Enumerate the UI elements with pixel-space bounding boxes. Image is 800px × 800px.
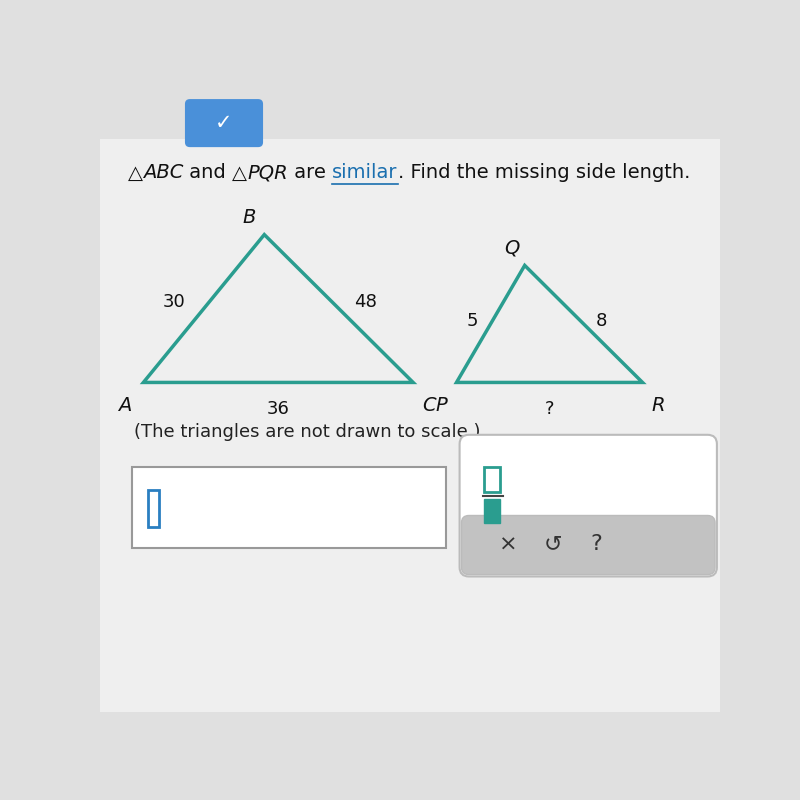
Text: 36: 36 <box>267 400 290 418</box>
Text: similar: similar <box>332 163 398 182</box>
Text: Q: Q <box>505 238 520 258</box>
Text: △: △ <box>232 163 247 182</box>
FancyBboxPatch shape <box>459 435 717 577</box>
Text: B: B <box>242 207 255 226</box>
Text: are: are <box>288 163 332 182</box>
Text: P: P <box>435 396 447 415</box>
Text: ABC: ABC <box>143 163 183 182</box>
Text: (The triangles are not drawn to scale.): (The triangles are not drawn to scale.) <box>134 422 481 441</box>
Text: ✓: ✓ <box>215 113 233 133</box>
Text: 5: 5 <box>466 312 478 330</box>
FancyBboxPatch shape <box>462 515 715 574</box>
Text: △: △ <box>128 163 143 182</box>
Text: . Find the missing side length.: . Find the missing side length. <box>398 163 690 182</box>
Text: ↺: ↺ <box>543 534 562 554</box>
FancyBboxPatch shape <box>132 467 446 547</box>
Text: ?: ? <box>545 400 554 418</box>
Text: C: C <box>422 396 436 415</box>
Text: A: A <box>118 396 131 415</box>
FancyBboxPatch shape <box>100 139 720 712</box>
Text: PQR: PQR <box>247 163 288 182</box>
Text: 8: 8 <box>596 312 607 330</box>
Text: and: and <box>183 163 232 182</box>
FancyBboxPatch shape <box>185 99 263 147</box>
Text: R: R <box>652 396 666 415</box>
Text: 48: 48 <box>354 294 377 311</box>
FancyBboxPatch shape <box>484 499 500 523</box>
Text: ×: × <box>498 534 518 554</box>
Text: ?: ? <box>590 534 602 554</box>
Text: 30: 30 <box>162 294 186 311</box>
